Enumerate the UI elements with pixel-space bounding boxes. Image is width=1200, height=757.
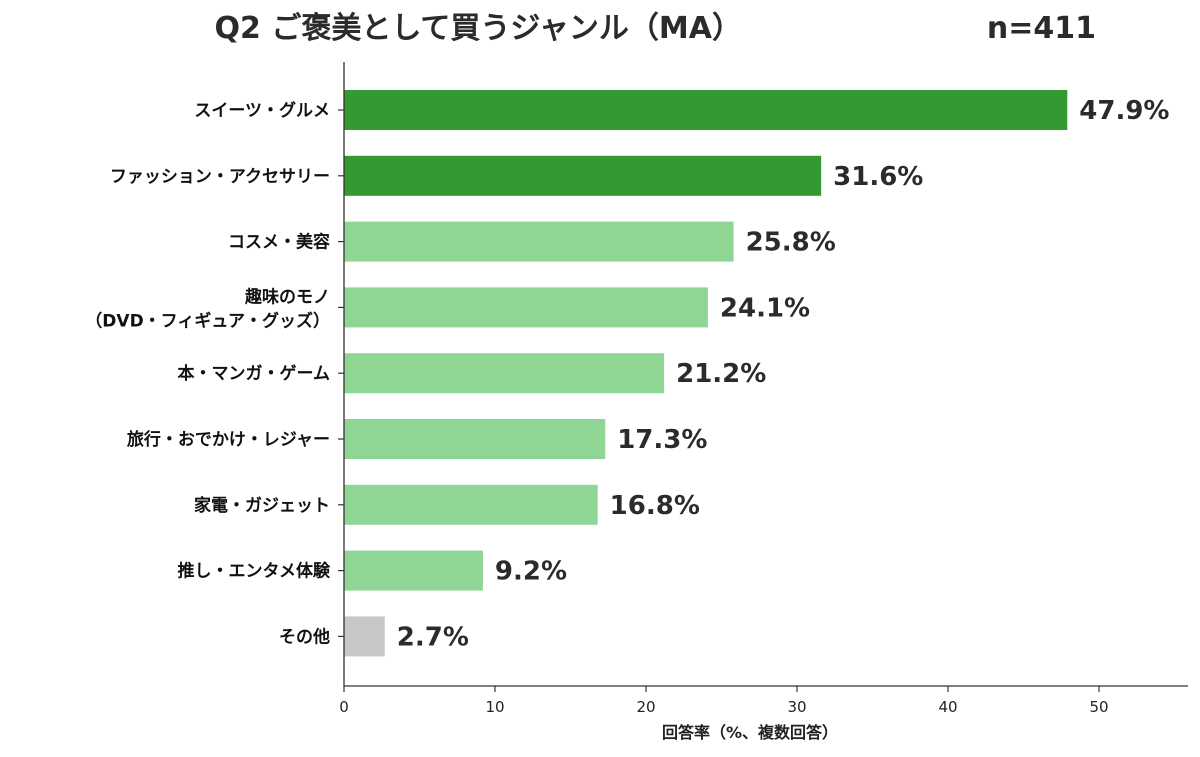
bar-value-label-6: 17.3% (617, 425, 707, 455)
bar-5 (344, 353, 665, 394)
category-label-3: コスメ・美容 (228, 232, 330, 253)
x-tick-label-50: 50 (1089, 698, 1108, 716)
bar-8 (344, 550, 483, 591)
bar-1 (344, 90, 1068, 130)
sample-size: n=411 (987, 11, 1096, 46)
bar-3 (344, 221, 734, 262)
x-tick-label-10: 10 (485, 698, 504, 716)
category-label-8: 推し・エンタメ体験 (178, 561, 331, 582)
category-label-2: ファッション・アクセサリー (110, 167, 330, 187)
x-axis-label: 回答率（%、複数回答） (662, 723, 838, 742)
bar-value-label-5: 21.2% (676, 359, 766, 389)
chart-title-group: Q2 ご褒美として買うジャンル（MA） n=411 (215, 11, 1097, 46)
bar-9 (344, 616, 385, 657)
category-label-5: 本・マンガ・ゲーム (178, 363, 331, 384)
x-ticks-group: 0 10 20 30 40 50 (339, 686, 1109, 716)
bar-value-label-3: 25.8% (746, 228, 836, 258)
bar-value-label-4: 24.1% (720, 293, 810, 323)
x-tick-label-30: 30 (787, 698, 806, 716)
category-label-4-line-2: （DVD・フィギュア・グッズ） (85, 310, 330, 331)
axes-group (343, 62, 1188, 687)
chart-title: Q2 ご褒美として買うジャンル（MA） (215, 11, 743, 46)
bar-value-label-1: 47.9% (1079, 96, 1169, 126)
bar-value-label-2: 31.6% (833, 162, 923, 192)
category-label-6: 旅行・おでかけ・レジャー (127, 429, 330, 450)
bar-4 (344, 287, 708, 328)
category-label-4-line-1: 趣味のモノ (244, 286, 330, 307)
category-label-1: スイーツ・グルメ (194, 100, 330, 121)
bar-2 (344, 155, 822, 196)
bar-7 (344, 484, 598, 525)
bar-value-label-8: 9.2% (495, 557, 567, 587)
bars-group: 47.9% スイーツ・グルメ 31.6% ファッション・アクセサリー 25.8% コスメ・… (85, 90, 1169, 657)
x-tick-label-0: 0 (339, 698, 349, 716)
category-label-7: 家電・ガジェット (194, 495, 330, 516)
bar-value-label-7: 16.8% (610, 491, 700, 521)
bar-6 (344, 419, 606, 459)
x-tick-label-40: 40 (938, 698, 957, 716)
bar-value-label-9: 2.7% (397, 622, 469, 652)
x-tick-label-20: 20 (636, 698, 655, 716)
category-label-9: その他 (279, 626, 330, 647)
